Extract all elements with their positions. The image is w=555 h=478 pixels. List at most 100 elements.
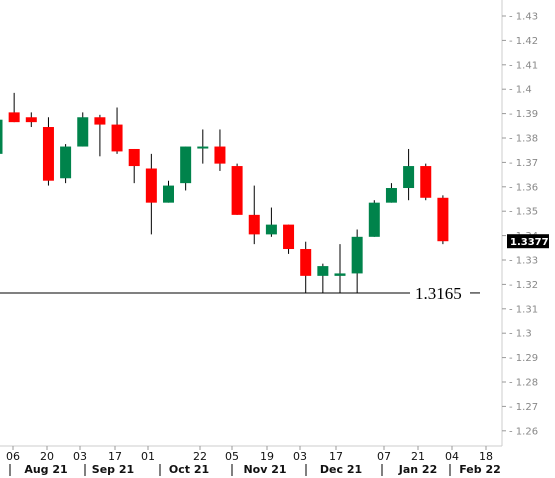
candle-body [420, 166, 432, 198]
candle-body [42, 127, 54, 181]
candle-body [180, 146, 192, 184]
y-tick-label: - 1.39 [509, 109, 538, 120]
x-day-label: 20 [40, 450, 54, 463]
x-day-label: 05 [225, 450, 239, 463]
candle [0, 119, 3, 154]
candle-body [265, 224, 277, 235]
y-tick-label: - 1.33 [509, 256, 538, 267]
y-axis: - 1.43 - 1.42 - 1.41 - 1.4 - 1.39 - 1.38 - 1.3… [501, 0, 538, 446]
candle-body [300, 249, 312, 276]
candle [94, 114, 106, 157]
candle [265, 207, 277, 237]
candle-body [385, 188, 397, 203]
y-tick-label: - 1.3 [509, 329, 532, 340]
candle [368, 200, 380, 237]
candle [77, 112, 89, 147]
candle-body [77, 117, 89, 147]
candle-body [317, 266, 329, 276]
x-day-label: 07 [377, 450, 391, 463]
candle-body [231, 166, 243, 215]
x-axis: 06 20 03 17 01 22 05 19 03 17 07 21 04 18 Aug 21 Sep 21… [0, 445, 502, 476]
price-tag-box [507, 234, 549, 249]
x-month-label: Oct 21 [169, 463, 209, 476]
y-tick-label: - 1.36 [509, 182, 538, 193]
current-price-tag: 1.3377 [507, 234, 549, 249]
x-day-label: 17 [329, 450, 343, 463]
x-month-label: Feb 22 [459, 463, 501, 476]
support-line: 1.3165 [0, 284, 480, 303]
y-tick-label: - 1.27 [509, 402, 538, 413]
y-tick-label: - 1.4 [509, 85, 532, 96]
candle-body [283, 224, 295, 250]
candle [214, 129, 226, 171]
candle-body [214, 146, 226, 164]
candle-body [145, 168, 157, 203]
candle-body [248, 214, 260, 235]
candle-body [60, 146, 72, 179]
x-day-label: 17 [108, 450, 122, 463]
candle [128, 148, 140, 184]
candle [8, 92, 20, 123]
candle-body [351, 236, 363, 274]
candle-body [0, 119, 3, 154]
y-tick-label: - 1.37 [509, 158, 538, 169]
candle [60, 144, 72, 184]
x-day-label: 03 [293, 450, 307, 463]
x-month-label: Dec 21 [320, 463, 362, 476]
x-day-label: 01 [141, 450, 155, 463]
x-month-label: Jan 22 [398, 463, 437, 476]
candle [42, 117, 54, 186]
candle-body [25, 117, 37, 123]
y-tick-label: - 1.26 [509, 426, 538, 437]
candle-body [334, 273, 346, 276]
y-tick-label: - 1.38 [509, 134, 538, 145]
candle [248, 185, 260, 245]
candle-body [403, 166, 415, 189]
candle-body [368, 202, 380, 237]
candle-body [128, 148, 140, 167]
y-tick-label: - 1.29 [509, 353, 538, 364]
candles [0, 92, 449, 293]
x-day-label: 22 [193, 450, 207, 463]
candle [385, 183, 397, 203]
candle-body [437, 197, 449, 242]
x-month-label: Sep 21 [92, 463, 134, 476]
candle [334, 244, 346, 293]
x-day-label: 06 [6, 450, 20, 463]
candle [145, 153, 157, 235]
y-tick-label: - 1.42 [509, 36, 538, 47]
candle [180, 146, 192, 191]
y-tick-label: - 1.32 [509, 280, 538, 291]
candle [300, 241, 312, 293]
x-day-label: 18 [479, 450, 493, 463]
candle [403, 148, 415, 201]
candle-body [94, 117, 106, 125]
x-day-label: 19 [260, 450, 274, 463]
x-month-label: Nov 21 [243, 463, 286, 476]
candle-body [111, 124, 123, 152]
x-day-label: 04 [445, 450, 459, 463]
candle [111, 107, 123, 154]
y-tick-label: - 1.31 [509, 304, 538, 315]
y-tick-label: - 1.41 [509, 60, 538, 71]
candle [437, 195, 449, 245]
x-day-label: 03 [73, 450, 87, 463]
price-tag-label: 1.3377 [510, 237, 549, 248]
candle [351, 229, 363, 293]
candle-body [197, 146, 209, 149]
y-tick-label: - 1.35 [509, 207, 538, 218]
candle [420, 163, 432, 201]
candle [317, 263, 329, 293]
candle [25, 112, 37, 128]
candle [283, 224, 295, 254]
y-tick-label: - 1.28 [509, 378, 538, 389]
y-tick-label: - 1.43 [509, 12, 538, 23]
x-day-label: 21 [411, 450, 425, 463]
candle [197, 129, 209, 164]
candle-body [8, 112, 20, 123]
support-line-label: 1.3165 [415, 284, 462, 303]
x-month-label: Aug 21 [24, 463, 67, 476]
candle-body [163, 185, 174, 203]
candle [231, 163, 243, 215]
